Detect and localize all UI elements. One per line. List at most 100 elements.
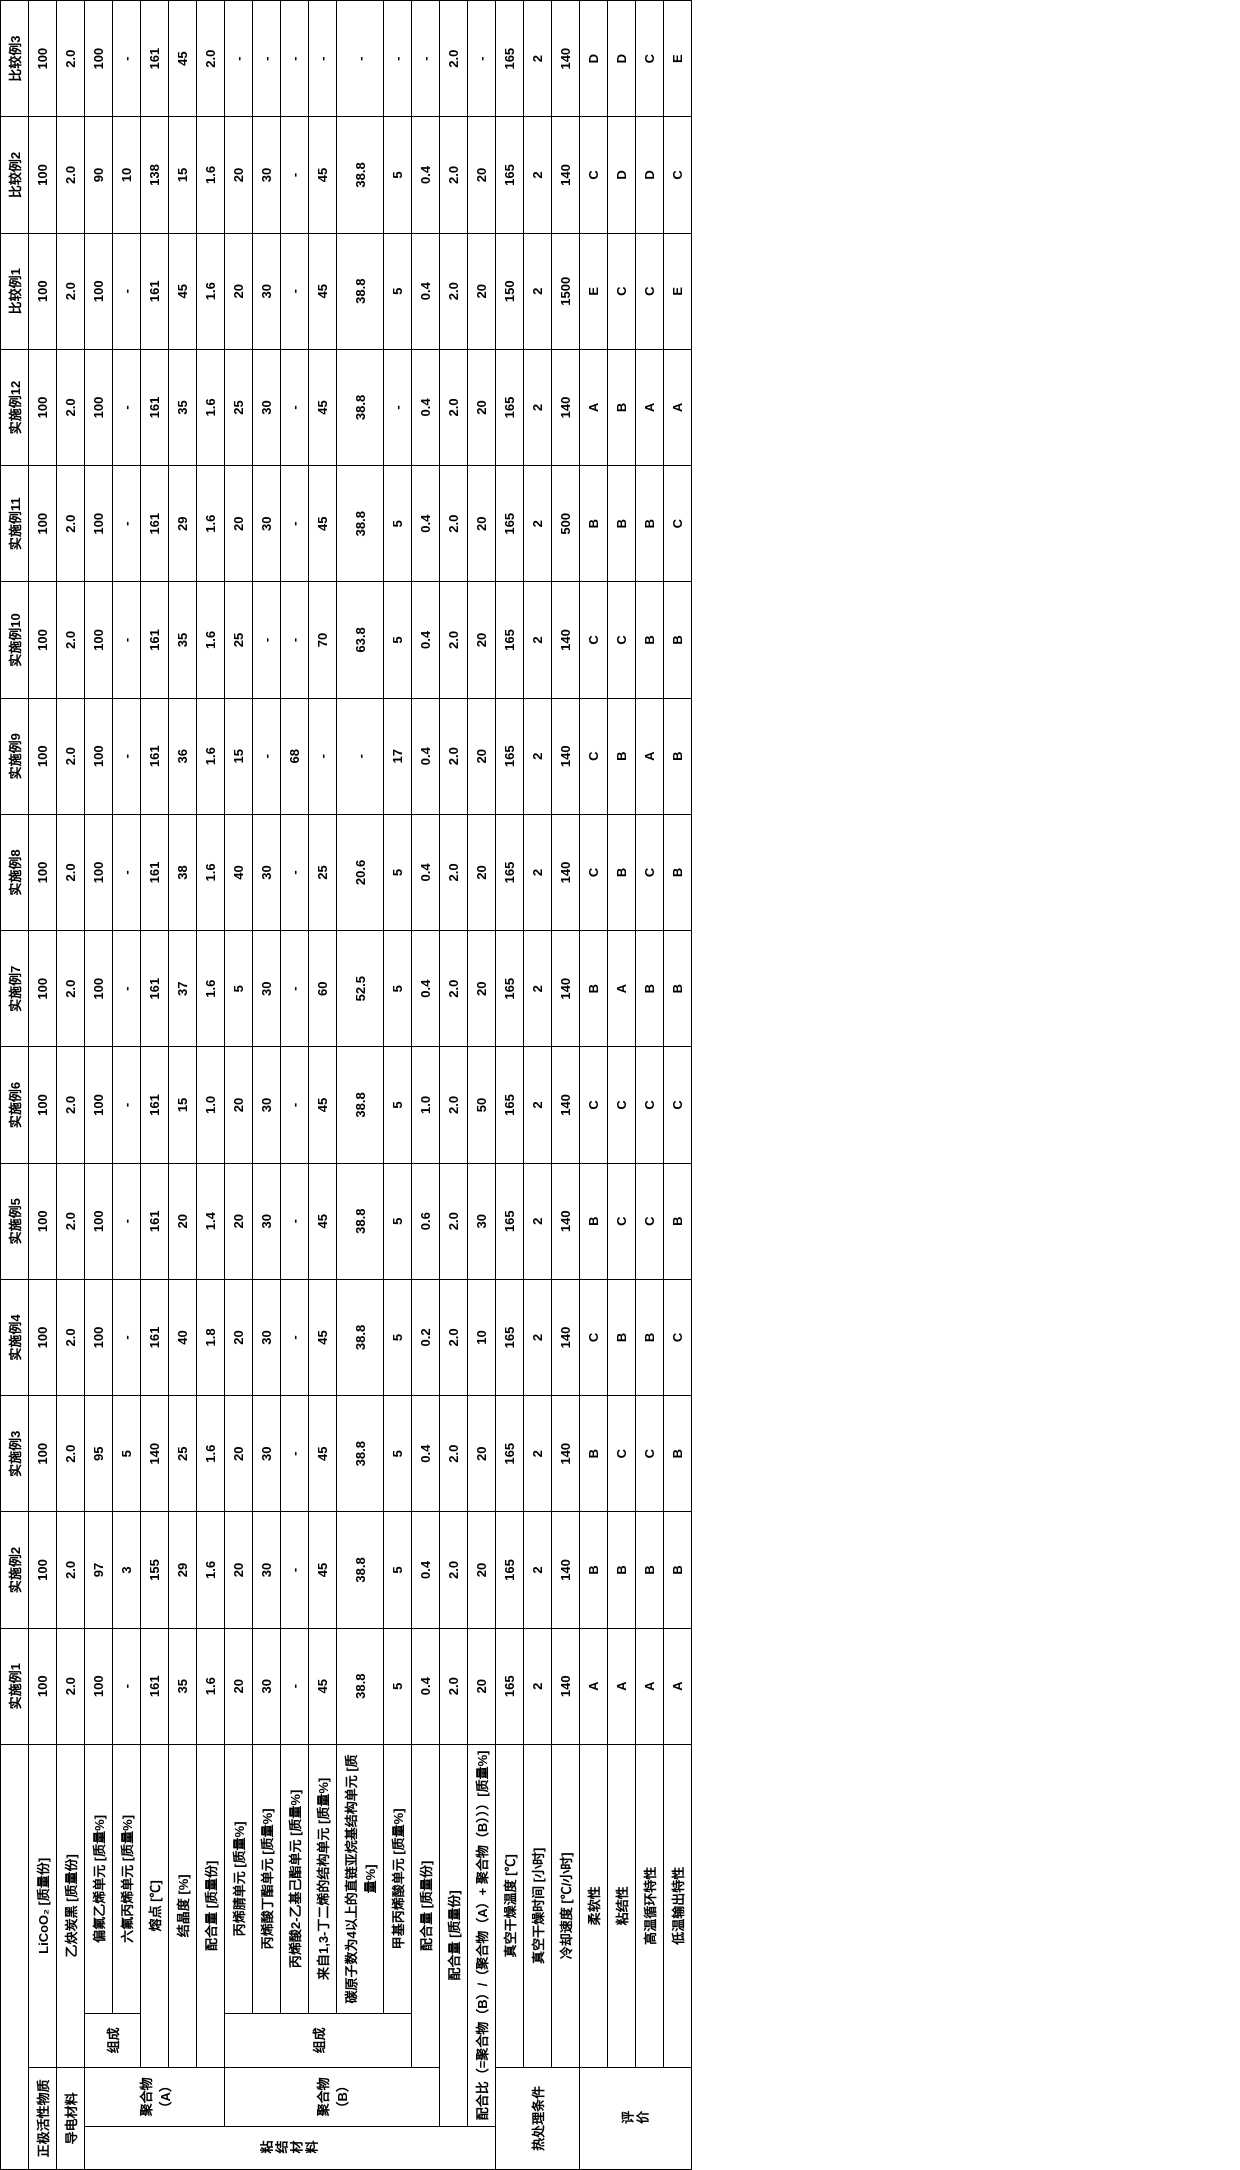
cell-r16-14: -	[468, 1, 496, 117]
cell-r20-1: B	[580, 1512, 608, 1628]
cell-r8-7: 40	[225, 814, 253, 930]
cell-r6-1: 29	[169, 1512, 197, 1628]
cell-r14-14: -	[412, 1, 440, 117]
cell-r5-3: 161	[141, 1279, 169, 1395]
cell-r16-0: 20	[468, 1628, 496, 1744]
cell-r22-2: C	[636, 1396, 664, 1512]
cell-r5-4: 161	[141, 1163, 169, 1279]
cell-r9-8: -	[253, 698, 281, 814]
cell-r3-5: 100	[85, 1047, 113, 1163]
cell-r8-1: 20	[225, 1512, 253, 1628]
col-ex11: 实施例11	[1, 466, 29, 582]
cell-r15-14: 2.0	[440, 1, 468, 117]
cell-r4-5: -	[113, 1047, 141, 1163]
cell-r13-2: 5	[384, 1396, 412, 1512]
cell-r10-12: -	[281, 233, 309, 349]
cell-r2-6: 2.0	[57, 931, 85, 1047]
cell-r4-1: 3	[113, 1512, 141, 1628]
cell-r6-11: 35	[169, 349, 197, 465]
cell-r11-3: 45	[309, 1279, 337, 1395]
cell-r17-6: 165	[496, 931, 524, 1047]
cell-r15-12: 2.0	[440, 233, 468, 349]
cell-r10-3: -	[281, 1279, 309, 1395]
cell-r8-12: 20	[225, 233, 253, 349]
cell-r9-0: 30	[253, 1628, 281, 1744]
cell-r2-10: 2.0	[57, 466, 85, 582]
cell-r15-5: 2.0	[440, 1047, 468, 1163]
cell-r11-10: 45	[309, 466, 337, 582]
col-ex2: 实施例2	[1, 1512, 29, 1628]
cell-r23-0: A	[664, 1628, 692, 1744]
cell-r3-8: 100	[85, 698, 113, 814]
cell-r15-10: 2.0	[440, 466, 468, 582]
cell-r18-5: 2	[524, 1047, 552, 1163]
cell-r20-4: B	[580, 1163, 608, 1279]
cell-r18-13: 2	[524, 117, 552, 233]
col-ex4: 实施例4	[1, 1279, 29, 1395]
row-label-r4: 六氟丙烯单元 [质量%]	[113, 1744, 141, 2013]
cell-r20-8: C	[580, 698, 608, 814]
cell-r14-11: 0.4	[412, 349, 440, 465]
cell-r1-5: 100	[29, 1047, 57, 1163]
subsection-compB: 组成	[225, 2013, 412, 2067]
data-table: 实施例1 实施例2 实施例3 实施例4 实施例5 实施例6 实施例7 实施例8 …	[0, 0, 692, 2170]
cell-r11-8: -	[309, 698, 337, 814]
cell-r15-9: 2.0	[440, 582, 468, 698]
cell-r2-12: 2.0	[57, 233, 85, 349]
cell-r15-1: 2.0	[440, 1512, 468, 1628]
cell-r8-0: 20	[225, 1628, 253, 1744]
cell-r4-13: 10	[113, 117, 141, 233]
cell-r17-13: 165	[496, 117, 524, 233]
cell-r12-7: 20.6	[337, 814, 384, 930]
cell-r21-7: B	[608, 814, 636, 930]
header-row: 实施例1 实施例2 实施例3 实施例4 实施例5 实施例6 实施例7 实施例8 …	[1, 1, 29, 2170]
cell-r4-11: -	[113, 349, 141, 465]
cell-r3-1: 97	[85, 1512, 113, 1628]
cell-r21-6: A	[608, 931, 636, 1047]
cell-r16-7: 20	[468, 814, 496, 930]
cell-r9-5: 30	[253, 1047, 281, 1163]
cell-r20-14: D	[580, 1, 608, 117]
cell-r14-12: 0.4	[412, 233, 440, 349]
cell-r13-13: 5	[384, 117, 412, 233]
row-label-r1: LiCoO₂ [质量份]	[29, 1744, 57, 2067]
cell-r22-10: B	[636, 466, 664, 582]
cell-r20-9: C	[580, 582, 608, 698]
cell-r7-9: 1.6	[197, 582, 225, 698]
cell-r4-4: -	[113, 1163, 141, 1279]
cell-r20-10: B	[580, 466, 608, 582]
cell-r1-0: 100	[29, 1628, 57, 1744]
cell-r9-1: 30	[253, 1512, 281, 1628]
cell-r11-14: -	[309, 1, 337, 117]
row-label-r7: 配合量 [质量份]	[197, 1744, 225, 2067]
cell-r8-4: 20	[225, 1163, 253, 1279]
cell-r3-4: 100	[85, 1163, 113, 1279]
cell-r17-10: 165	[496, 466, 524, 582]
cell-r17-14: 165	[496, 1, 524, 117]
cell-r17-4: 165	[496, 1163, 524, 1279]
cell-r16-13: 20	[468, 117, 496, 233]
cell-r19-0: 140	[552, 1628, 580, 1744]
cell-r1-6: 100	[29, 931, 57, 1047]
row-label-r21: 粘结性	[608, 1744, 636, 2067]
cell-r5-2: 140	[141, 1396, 169, 1512]
cell-r9-4: 30	[253, 1163, 281, 1279]
cell-r21-1: B	[608, 1512, 636, 1628]
cell-r22-12: C	[636, 233, 664, 349]
cell-r16-12: 20	[468, 233, 496, 349]
cell-r16-9: 20	[468, 582, 496, 698]
col-ex6: 实施例6	[1, 1047, 29, 1163]
cell-r3-13: 90	[85, 117, 113, 233]
cell-r5-13: 138	[141, 117, 169, 233]
cell-r1-3: 100	[29, 1279, 57, 1395]
cell-r18-3: 2	[524, 1279, 552, 1395]
cell-r2-1: 2.0	[57, 1512, 85, 1628]
row-label-r23: 低温输出特性	[664, 1744, 692, 2067]
cell-r6-2: 25	[169, 1396, 197, 1512]
cell-r16-2: 20	[468, 1396, 496, 1512]
cell-r23-7: B	[664, 814, 692, 930]
cell-r4-6: -	[113, 931, 141, 1047]
cell-r14-3: 0.2	[412, 1279, 440, 1395]
cell-r22-11: A	[636, 349, 664, 465]
cell-r4-12: -	[113, 233, 141, 349]
